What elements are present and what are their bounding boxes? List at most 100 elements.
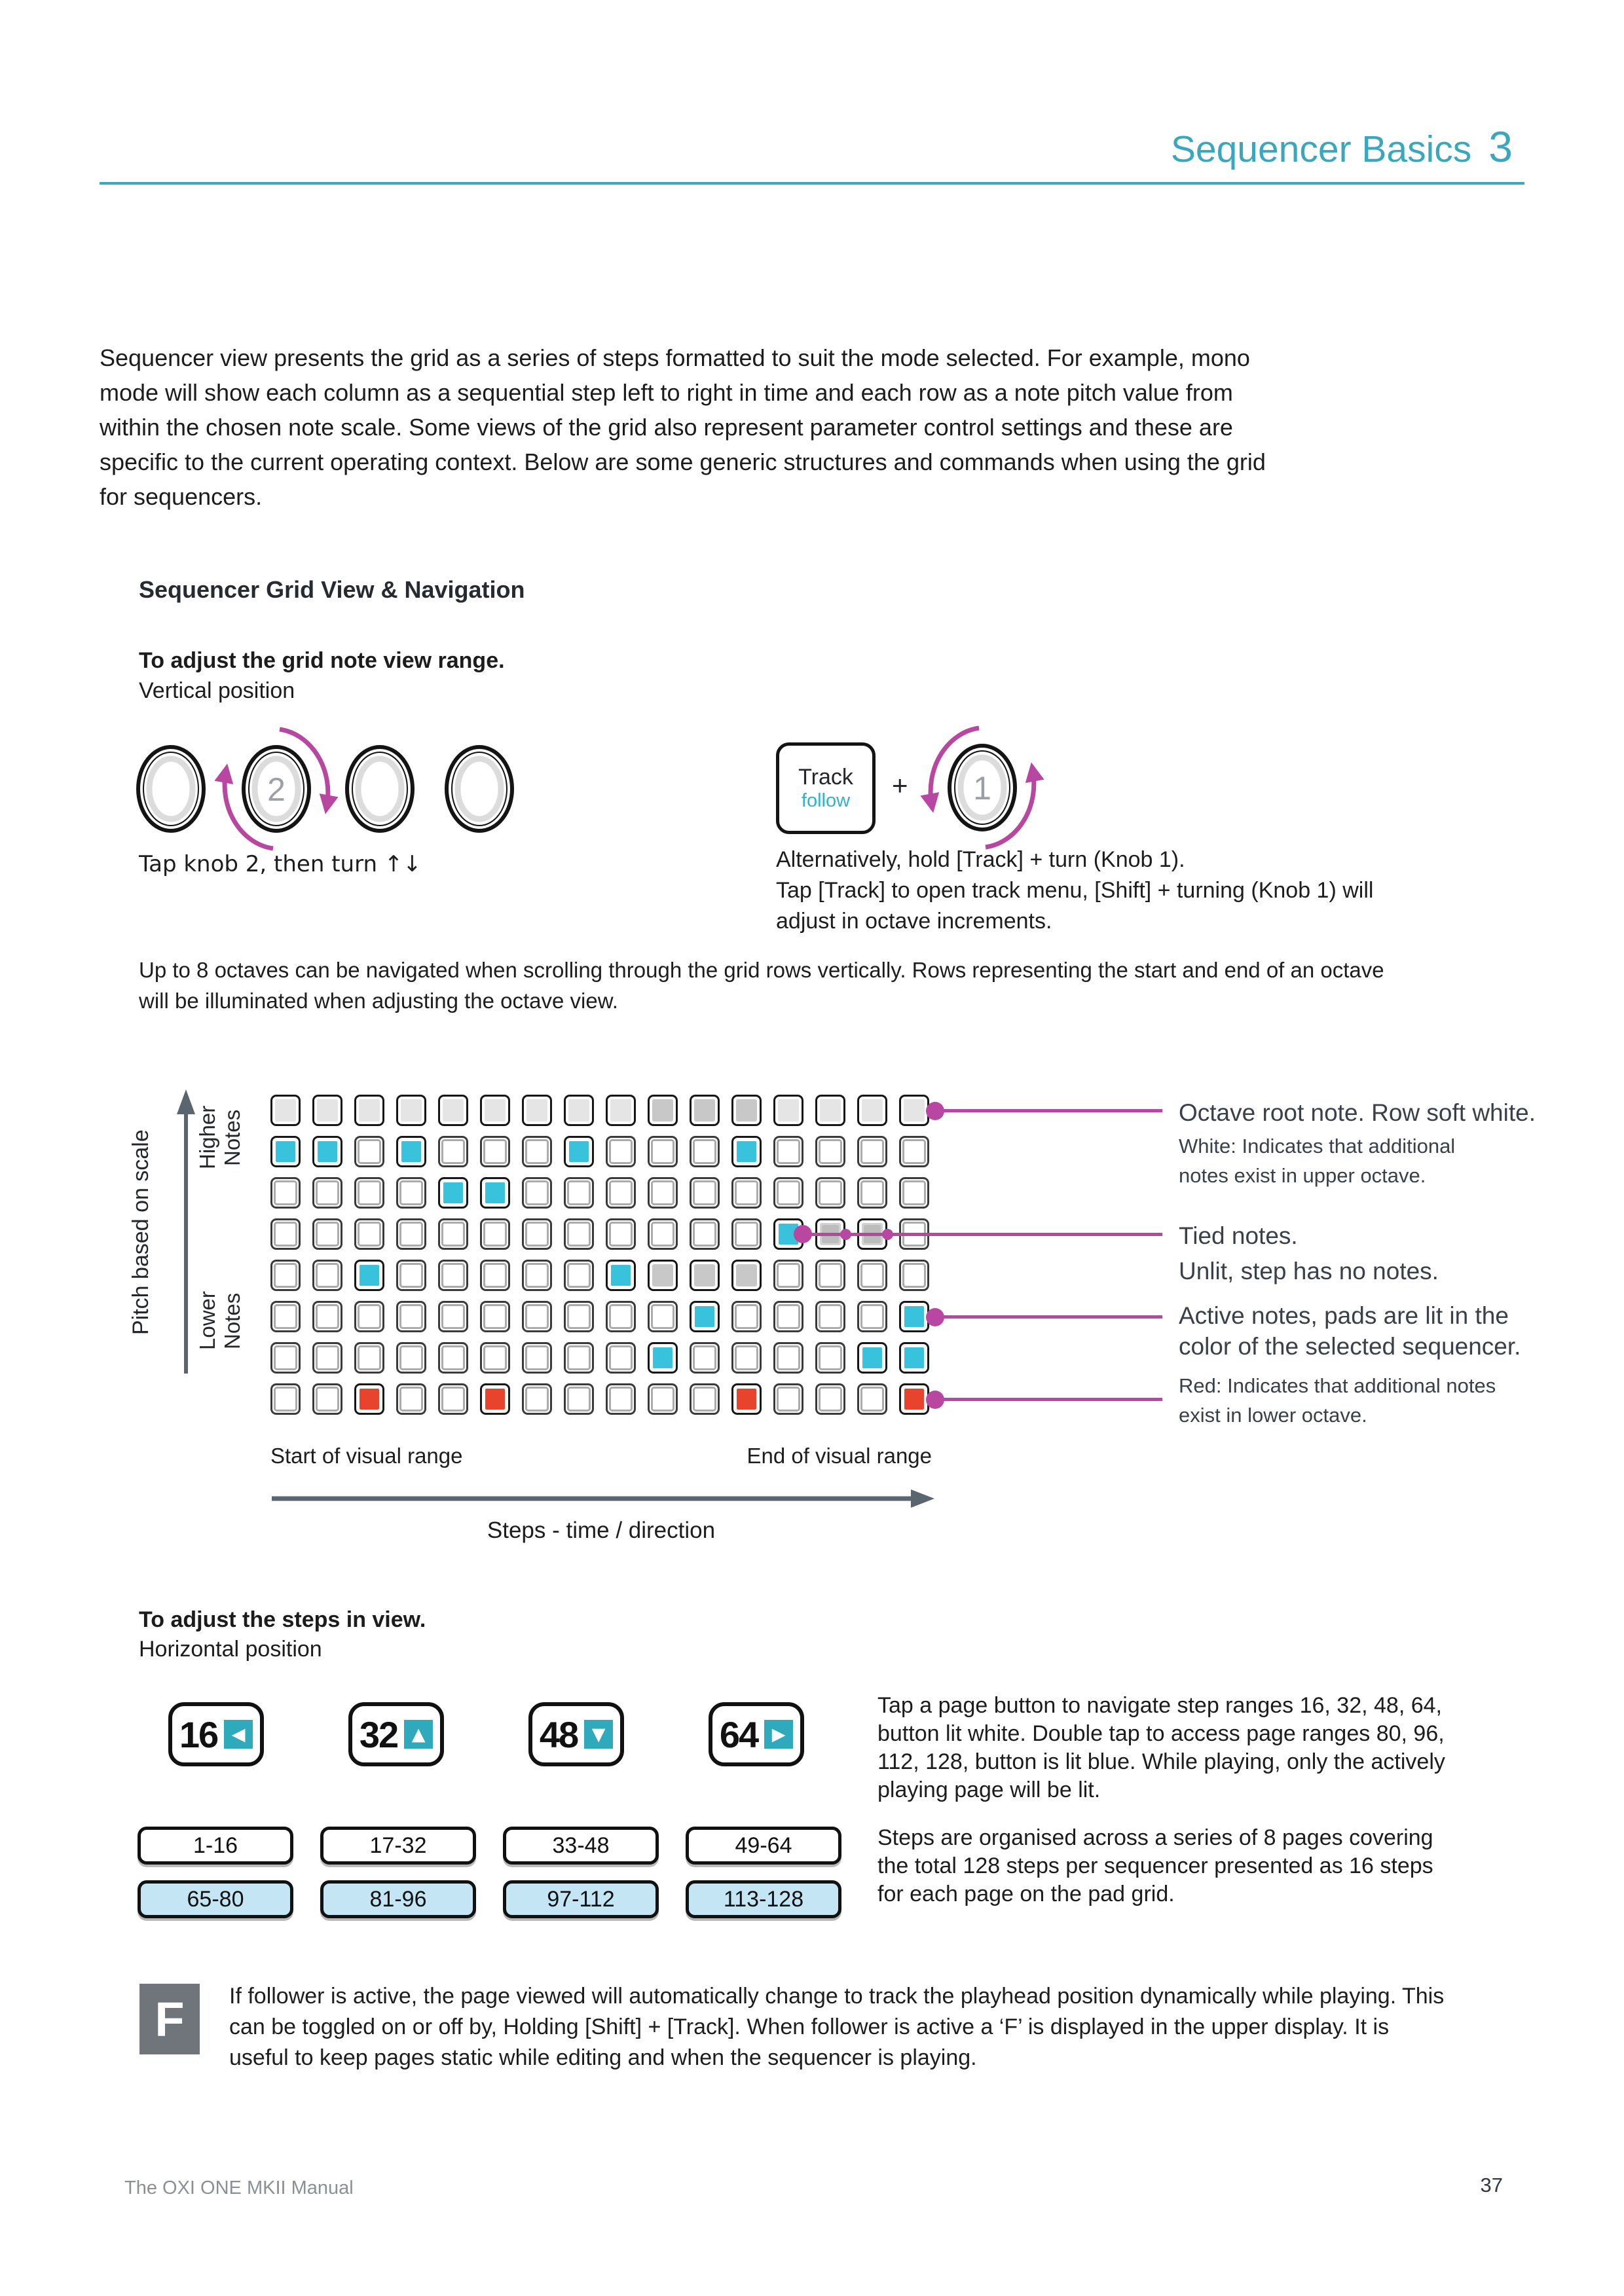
pad-face bbox=[609, 1222, 633, 1247]
pad-r6-c12 bbox=[731, 1301, 762, 1332]
pad-r4-c3 bbox=[354, 1218, 384, 1250]
pad-r4-c5 bbox=[438, 1218, 468, 1250]
step-range-row-2: 65-80 81-96 97-112 113-128 bbox=[138, 1880, 841, 1918]
pad-face bbox=[567, 1222, 591, 1247]
pad-grid bbox=[270, 1095, 929, 1415]
pad-face bbox=[316, 1345, 339, 1370]
pad-face bbox=[777, 1098, 800, 1123]
pad-r3-c11 bbox=[690, 1177, 720, 1209]
pad-r5-c2 bbox=[312, 1260, 342, 1291]
pad-r6-c8 bbox=[564, 1301, 594, 1332]
pad-r6-c16 bbox=[899, 1301, 929, 1332]
pad-r3-c15 bbox=[857, 1177, 887, 1209]
lower-octave-connector bbox=[936, 1398, 1162, 1401]
pad-face bbox=[441, 1263, 465, 1288]
pad-face bbox=[358, 1180, 381, 1205]
pad-face bbox=[777, 1263, 800, 1288]
pad-face bbox=[358, 1263, 381, 1288]
knob-4-icon bbox=[445, 745, 514, 833]
pad-r5-c10 bbox=[648, 1260, 678, 1291]
pad-r2-c3 bbox=[354, 1136, 384, 1167]
pad-r5-c4 bbox=[396, 1260, 426, 1291]
pad-face bbox=[358, 1304, 381, 1329]
pad-face bbox=[483, 1263, 507, 1288]
pad-r2-c13 bbox=[773, 1136, 803, 1167]
pad-r4-c8 bbox=[564, 1218, 594, 1250]
pad-face bbox=[651, 1139, 674, 1164]
pad-r1-c14 bbox=[815, 1095, 845, 1126]
pad-face bbox=[819, 1387, 842, 1412]
pad-face bbox=[567, 1098, 591, 1123]
pad-face bbox=[274, 1263, 297, 1288]
lower-notes-label: Lower Notes bbox=[195, 1291, 244, 1351]
step-range-97-112: 97-112 bbox=[503, 1880, 659, 1918]
pad-r8-c2 bbox=[312, 1383, 342, 1415]
pad-r4-c7 bbox=[522, 1218, 552, 1250]
pad-face bbox=[483, 1098, 507, 1123]
pad-r6-c15 bbox=[857, 1301, 887, 1332]
pad-r7-c2 bbox=[312, 1342, 342, 1374]
pad-r8-c14 bbox=[815, 1383, 845, 1415]
pad-r8-c10 bbox=[648, 1383, 678, 1415]
pad-face bbox=[567, 1387, 591, 1412]
pad-r2-c7 bbox=[522, 1136, 552, 1167]
pitch-axis-label: Pitch based on scale bbox=[128, 1129, 153, 1335]
track-follow-button: Track follow bbox=[776, 742, 876, 834]
text-line: Sequencer view presents the grid as a se… bbox=[100, 344, 1250, 371]
text-line: Steps are organised across a series of 8… bbox=[877, 1825, 1433, 1850]
step-range-1-16: 1-16 bbox=[138, 1827, 293, 1865]
pad-r4-c11 bbox=[690, 1218, 720, 1250]
active-notes-connector bbox=[936, 1315, 1162, 1319]
tied-note-dot bbox=[840, 1229, 851, 1240]
pad-r4-c10 bbox=[648, 1218, 678, 1250]
pad-face bbox=[651, 1387, 674, 1412]
pad-r8-c8 bbox=[564, 1383, 594, 1415]
pad-face bbox=[399, 1345, 423, 1370]
pad-r6-c1 bbox=[270, 1301, 301, 1332]
pad-r1-c7 bbox=[522, 1095, 552, 1126]
pad-face bbox=[483, 1304, 507, 1329]
annotation-active-notes: Active notes, pads are lit in the color o… bbox=[1179, 1300, 1521, 1362]
pad-r1-c3 bbox=[354, 1095, 384, 1126]
pad-face bbox=[274, 1345, 297, 1370]
pad-face bbox=[735, 1139, 758, 1164]
pad-r8-c6 bbox=[480, 1383, 510, 1415]
step-range-65-80: 65-80 bbox=[138, 1880, 293, 1918]
pad-r1-c9 bbox=[606, 1095, 636, 1126]
pad-face bbox=[693, 1180, 716, 1205]
active-notes-connector-dot bbox=[926, 1308, 944, 1326]
pad-r8-c9 bbox=[606, 1383, 636, 1415]
pad-r4-c4 bbox=[396, 1218, 426, 1250]
pad-face bbox=[525, 1263, 549, 1288]
pad-face bbox=[860, 1139, 884, 1164]
step-range-33-48: 33-48 bbox=[503, 1827, 659, 1865]
pad-face bbox=[819, 1180, 842, 1205]
text-line: White: Indicates that additional bbox=[1179, 1135, 1456, 1157]
pad-r2-c11 bbox=[690, 1136, 720, 1167]
annotation-lower-octave: Red: Indicates that additional notes exis… bbox=[1179, 1371, 1496, 1430]
pad-r7-c10 bbox=[648, 1342, 678, 1374]
pad-face bbox=[902, 1345, 926, 1370]
end-of-range-label: End of visual range bbox=[747, 1444, 932, 1468]
pad-face bbox=[316, 1304, 339, 1329]
pad-r2-c10 bbox=[648, 1136, 678, 1167]
section-heading: Sequencer Grid View & Navigation bbox=[139, 576, 525, 603]
pad-r7-c5 bbox=[438, 1342, 468, 1374]
pad-r1-c15 bbox=[857, 1095, 887, 1126]
plus-sign: + bbox=[892, 770, 908, 801]
pad-face bbox=[609, 1098, 633, 1123]
pad-r6-c5 bbox=[438, 1301, 468, 1332]
text-line: within the chosen note scale. Some views… bbox=[100, 414, 1233, 441]
pad-r6-c11 bbox=[690, 1301, 720, 1332]
pad-face bbox=[274, 1222, 297, 1247]
pad-face bbox=[693, 1304, 716, 1329]
vertical-adjust-title: To adjust the grid note view range. bbox=[139, 648, 505, 673]
pad-r5-c14 bbox=[815, 1260, 845, 1291]
pad-face bbox=[358, 1387, 381, 1412]
pad-face bbox=[651, 1098, 674, 1123]
pad-r8-c7 bbox=[522, 1383, 552, 1415]
pad-r8-c12 bbox=[731, 1383, 762, 1415]
pad-face bbox=[609, 1387, 633, 1412]
pad-r2-c16 bbox=[899, 1136, 929, 1167]
pad-r6-c4 bbox=[396, 1301, 426, 1332]
